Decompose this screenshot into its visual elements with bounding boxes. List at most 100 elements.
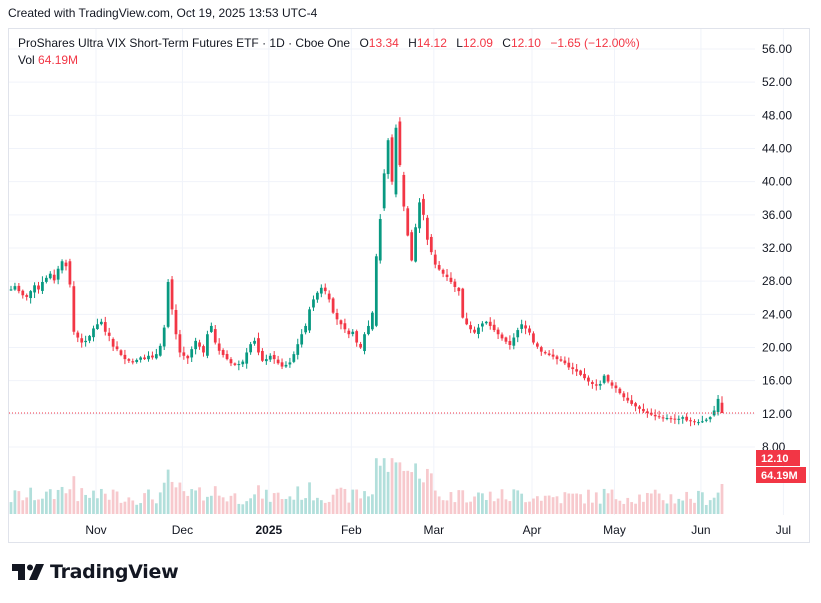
volume-bar <box>598 503 602 514</box>
volume-bar <box>626 497 630 514</box>
volume-bar <box>543 495 547 514</box>
volume-bar <box>394 462 398 514</box>
volume-bar <box>233 493 237 514</box>
volume-bar <box>437 496 441 514</box>
candle-body <box>217 343 221 351</box>
volume-bar <box>217 495 221 514</box>
candle-body <box>44 277 48 282</box>
candle-body <box>571 367 575 370</box>
volume-bar <box>563 492 567 514</box>
candle-body <box>221 349 225 355</box>
high-label: H <box>408 36 417 50</box>
volume-bar <box>308 482 311 514</box>
candle-body <box>598 383 602 386</box>
candle-body <box>500 334 504 339</box>
volume-bar <box>151 499 154 514</box>
candle-body <box>378 218 382 261</box>
volume-bar <box>264 489 268 514</box>
candle-body <box>139 357 143 360</box>
candle-body <box>610 382 614 386</box>
volume-bar <box>249 498 252 514</box>
candle-body <box>268 355 272 360</box>
candle-body <box>194 340 197 350</box>
volume-bar <box>319 500 323 514</box>
volume-bar <box>60 486 64 514</box>
tradingview-logo[interactable]: TradingView <box>12 561 179 583</box>
candle-body <box>645 411 649 414</box>
volume-bar <box>579 494 582 514</box>
volume-bar <box>602 488 606 514</box>
candle-body <box>418 202 421 229</box>
candle-body <box>331 298 335 313</box>
candle-body <box>547 353 551 355</box>
symbol-name: ProShares Ultra VIX Short-Term Futures E… <box>18 36 351 50</box>
candle-body <box>72 286 76 332</box>
candle-body <box>402 174 406 207</box>
candle-body <box>237 364 241 366</box>
volume-bar <box>492 501 496 514</box>
volume-bar <box>528 501 531 514</box>
candle-body <box>437 265 441 270</box>
low-value: 12.09 <box>462 36 493 50</box>
volume-bar <box>704 504 708 514</box>
candle-body <box>398 121 402 166</box>
volume-bar <box>461 490 465 514</box>
chart-frame[interactable] <box>8 28 810 543</box>
x-tick-label: Jun <box>691 523 710 537</box>
volume-bar <box>115 491 119 514</box>
volume-bar <box>209 495 213 514</box>
tradingview-logo-text: TradingView <box>50 561 179 583</box>
volume-bar <box>618 500 622 514</box>
candle-body <box>312 299 315 308</box>
y-tick-label: 24.00 <box>762 307 792 321</box>
volume-bar <box>697 490 700 514</box>
legend-ohlc-row: ProShares Ultra VIX Short-Term Futures E… <box>18 35 640 52</box>
close-label: C <box>502 36 511 50</box>
volume-bar <box>445 500 449 514</box>
volume-bar <box>669 494 673 514</box>
volume-bar <box>500 489 504 514</box>
candle-body <box>583 373 586 379</box>
volume-bar <box>398 462 402 514</box>
candle-body <box>638 406 641 409</box>
volume-bar <box>237 503 241 514</box>
candle-body <box>441 269 445 274</box>
candle-body <box>422 198 425 215</box>
volume-bar <box>590 502 594 514</box>
x-tick-label: Mar <box>423 523 444 537</box>
candle-body <box>56 268 60 280</box>
candle-body <box>123 354 127 360</box>
candle-body <box>308 309 311 331</box>
y-tick-label: 16.00 <box>762 374 792 388</box>
candle-body <box>316 292 319 300</box>
volume-bar <box>154 503 158 514</box>
candle-body <box>272 354 276 360</box>
volume-bar <box>33 500 36 514</box>
volume-bar <box>712 497 716 514</box>
volume-bar <box>245 501 249 514</box>
volume-bar <box>638 494 641 514</box>
candle-body <box>151 355 154 358</box>
volume-bar <box>484 499 488 514</box>
volume-bar <box>426 468 429 514</box>
volume-bar <box>296 486 300 514</box>
open-label: O <box>359 36 369 50</box>
volume-bar <box>622 503 626 514</box>
volume-bar <box>253 494 256 514</box>
volume-bar <box>559 503 563 514</box>
candle-body <box>492 324 496 331</box>
candle-body <box>461 288 465 318</box>
candle-body <box>351 331 355 335</box>
candle-body <box>602 375 606 383</box>
volume-bar <box>555 496 559 514</box>
candle-body <box>162 327 166 347</box>
volume-bar <box>539 500 543 514</box>
candle-body <box>292 354 296 362</box>
volume-bar <box>693 502 696 514</box>
legend-volume-row: Vol 64.19M <box>18 52 640 69</box>
candle-body <box>166 281 170 327</box>
candle-body <box>52 274 56 281</box>
candle-body <box>665 417 669 419</box>
volume-bar <box>547 495 551 514</box>
